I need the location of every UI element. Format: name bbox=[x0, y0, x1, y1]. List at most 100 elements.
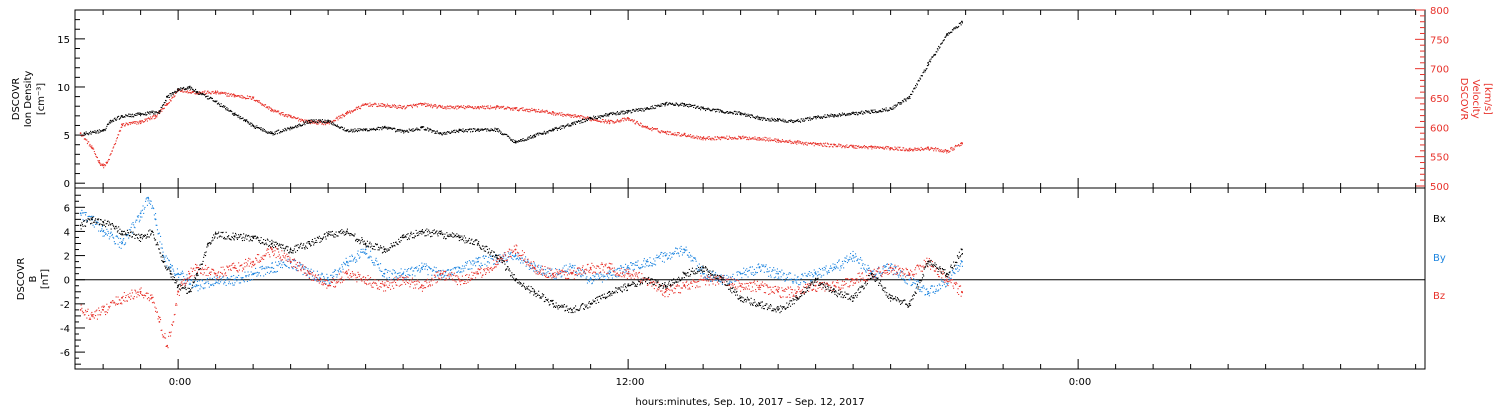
data-dot bbox=[258, 101, 260, 103]
data-dot bbox=[290, 127, 292, 129]
data-point bbox=[683, 103, 686, 106]
data-dot bbox=[99, 163, 101, 165]
data-dot bbox=[850, 144, 852, 146]
data-dot bbox=[126, 234, 128, 236]
data-dot bbox=[758, 116, 760, 118]
data-dot bbox=[353, 274, 355, 276]
data-dot bbox=[931, 285, 933, 287]
data-dot bbox=[307, 122, 309, 124]
data-dot bbox=[811, 142, 813, 144]
data-dot bbox=[395, 271, 397, 273]
data-dot bbox=[494, 127, 496, 129]
velocity-tick-label: 700 bbox=[1430, 65, 1449, 76]
data-dot bbox=[285, 264, 287, 266]
data-point bbox=[214, 91, 217, 93]
data-dot bbox=[127, 115, 129, 117]
data-dot bbox=[190, 275, 192, 277]
data-dot bbox=[247, 122, 249, 124]
data-dot bbox=[866, 146, 868, 148]
data-dot bbox=[92, 224, 94, 226]
data-dot bbox=[96, 309, 98, 311]
data-dot bbox=[642, 265, 644, 267]
data-dot bbox=[380, 263, 382, 265]
data-dot bbox=[297, 117, 299, 119]
data-dot bbox=[798, 121, 800, 123]
data-dot bbox=[831, 270, 833, 272]
data-dot bbox=[431, 130, 433, 132]
data-dot bbox=[295, 259, 297, 261]
data-dot bbox=[182, 91, 184, 93]
data-dot bbox=[715, 272, 717, 274]
data-dot bbox=[348, 131, 350, 133]
data-dot bbox=[226, 266, 228, 268]
data-dot bbox=[530, 262, 532, 264]
data-dot bbox=[385, 126, 387, 128]
data-point bbox=[346, 260, 348, 263]
data-dot bbox=[506, 260, 508, 262]
data-dot bbox=[713, 109, 715, 111]
data-dot bbox=[363, 251, 365, 253]
data-dot bbox=[128, 297, 130, 299]
data-dot bbox=[181, 273, 183, 275]
data-dot bbox=[591, 117, 593, 119]
data-dot bbox=[538, 111, 540, 113]
data-dot bbox=[358, 130, 360, 132]
data-dot bbox=[786, 276, 788, 278]
data-dot bbox=[416, 270, 418, 272]
data-dot bbox=[692, 137, 694, 139]
data-dot bbox=[83, 311, 85, 313]
data-dot bbox=[670, 102, 672, 104]
data-dot bbox=[155, 117, 157, 119]
data-dot bbox=[200, 93, 202, 95]
data-dot bbox=[496, 105, 498, 107]
data-point bbox=[664, 102, 667, 105]
data-dot bbox=[771, 118, 773, 120]
data-dot bbox=[657, 257, 659, 259]
data-dot bbox=[136, 215, 138, 217]
data-dot bbox=[210, 274, 212, 276]
data-dot bbox=[183, 88, 185, 90]
data-dot bbox=[191, 87, 193, 89]
data-dot bbox=[758, 119, 760, 121]
data-dot bbox=[428, 130, 430, 132]
data-dot bbox=[478, 107, 480, 109]
data-dot bbox=[91, 145, 93, 147]
data-dot bbox=[623, 120, 625, 122]
data-dot bbox=[828, 146, 830, 148]
data-dot bbox=[826, 273, 828, 275]
data-dot bbox=[230, 93, 232, 95]
data-dot bbox=[270, 271, 272, 273]
data-dot bbox=[370, 284, 372, 286]
data-dot bbox=[197, 267, 199, 269]
data-dot bbox=[956, 267, 958, 269]
data-dot bbox=[605, 119, 607, 121]
data-dot bbox=[828, 270, 830, 272]
data-dot bbox=[310, 119, 312, 121]
data-dot bbox=[220, 278, 222, 280]
data-dot bbox=[198, 267, 200, 269]
data-dot bbox=[586, 120, 588, 122]
data-point bbox=[646, 107, 648, 109]
data-dot bbox=[873, 277, 875, 279]
data-dot bbox=[186, 88, 188, 90]
data-dot bbox=[152, 115, 154, 117]
data-dot bbox=[816, 143, 818, 145]
data-dot bbox=[704, 108, 706, 110]
data-dot bbox=[346, 270, 348, 272]
data-dot bbox=[664, 252, 666, 254]
data-dot bbox=[565, 264, 567, 266]
data-dot bbox=[551, 129, 553, 131]
data-dot bbox=[181, 90, 183, 92]
data-dot bbox=[360, 279, 362, 281]
data-point bbox=[458, 266, 461, 269]
data-dot bbox=[813, 145, 815, 147]
data-dot bbox=[465, 106, 467, 108]
data-dot bbox=[555, 277, 557, 279]
data-dot bbox=[706, 278, 708, 280]
data-dot bbox=[459, 128, 461, 130]
data-dot bbox=[886, 109, 888, 111]
data-point bbox=[946, 33, 948, 35]
data-dot bbox=[260, 256, 262, 258]
data-dot bbox=[328, 280, 330, 282]
data-dot bbox=[130, 123, 132, 125]
